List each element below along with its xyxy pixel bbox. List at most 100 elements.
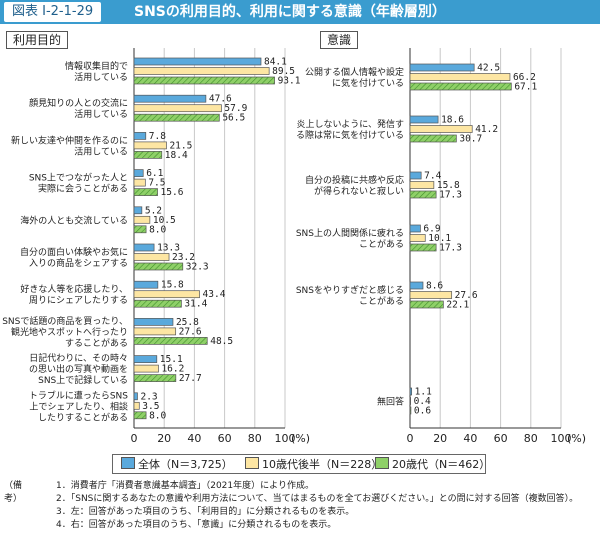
awareness-data-label: 0.4: [414, 396, 431, 407]
awareness-category-label: 自分の投稿に共感や反応: [305, 174, 404, 186]
purpose-category-label: 活用している: [74, 71, 128, 83]
purpose-category-label: したりすることがある: [38, 411, 128, 423]
awareness-bar-twenties: [409, 190, 437, 199]
purpose-bar-twenties: [133, 76, 275, 85]
purpose-category-label: SNSで話題の商品を買ったり、: [2, 315, 128, 327]
purpose-bar-all: [133, 318, 174, 326]
awareness-data-label: 66.2: [513, 72, 536, 83]
purpose-category-label: 入りの商品をシェアする: [29, 257, 128, 269]
bar-charts: 0 20 40 60 80 100(%)情報収集目的で活用している84.189.593.1…: [2, 48, 586, 445]
purpose-data-label: 3.5: [142, 401, 159, 412]
purpose-data-label: 23.2: [172, 252, 195, 263]
awareness-axis-unit: (%): [567, 432, 586, 445]
purpose-bar-teens: [133, 327, 177, 336]
purpose-data-label: 5.2: [145, 205, 162, 216]
purpose-bar-teens: [133, 253, 170, 261]
awareness-tick-label: 60: [494, 432, 508, 445]
purpose-data-label: 8.0: [149, 224, 166, 235]
purpose-data-label: 2.3: [140, 391, 157, 402]
purpose-category-label: 自分の面白い体験やお気に: [20, 246, 128, 258]
purpose-bar-all: [133, 57, 262, 66]
purpose-category-label: トラブルに遭ったらSNS: [29, 389, 128, 401]
purpose-bar-all: [133, 392, 138, 401]
awareness-bar-all: [409, 171, 422, 180]
awareness-data-label: 7.4: [424, 171, 441, 182]
purpose-data-label: 6.1: [146, 168, 163, 179]
awareness-data-label: 22.1: [446, 300, 469, 311]
purpose-bar-teens: [133, 67, 270, 75]
awareness-bar-twenties: [409, 406, 412, 415]
purpose-tick-label: 20: [157, 432, 171, 445]
legend-label: 10歳代後半（N＝228）: [262, 458, 383, 471]
awareness-bar-teens: [409, 125, 473, 133]
purpose-bar-teens: [133, 104, 222, 113]
awareness-tick-label: 80: [524, 432, 538, 445]
purpose-bar-teens: [133, 178, 146, 187]
awareness-bar-all: [409, 224, 421, 233]
purpose-category-label: することがある: [65, 337, 128, 349]
purpose-category-label: 日記代わりに、その時々: [29, 352, 128, 364]
note-item: 1．消費者庁「消費者意識基本調査」（2021年度）により作成。: [56, 481, 314, 491]
purpose-data-label: 13.3: [157, 243, 180, 254]
legend-item-all: 全体（N＝3,725）: [121, 457, 233, 472]
purpose-bar-teens: [133, 364, 159, 373]
awareness-data-label: 17.3: [439, 190, 462, 201]
purpose-bar-all: [133, 169, 144, 177]
awareness-data-label: 6.9: [423, 224, 440, 235]
awareness-bar-twenties: [409, 82, 512, 91]
awareness-data-label: 17.3: [439, 243, 462, 254]
purpose-bar-teens: [133, 141, 167, 150]
purpose-data-label: 32.3: [186, 262, 209, 273]
purpose-data-label: 16.2: [161, 364, 184, 375]
legend-item-twenties: 20歳代（N＝462）: [375, 457, 490, 472]
purpose-bar-all: [133, 355, 158, 363]
purpose-data-label: 18.4: [165, 150, 188, 161]
purpose-tick-label: 40: [187, 432, 201, 445]
awareness-bar-all: [409, 281, 424, 290]
awareness-data-label: 8.6: [426, 281, 443, 292]
awareness-category-label: ことがある: [359, 238, 404, 250]
awareness-bar-all: [409, 115, 439, 124]
purpose-axis-unit: (%): [291, 432, 310, 445]
purpose-data-label: 25.8: [176, 317, 199, 328]
awareness-data-label: 10.1: [428, 233, 451, 244]
purpose-data-label: 15.6: [161, 187, 184, 198]
awareness-data-label: 18.6: [441, 115, 464, 126]
legend-label: 全体（N＝3,725）: [138, 458, 233, 471]
purpose-bar-all: [133, 280, 159, 289]
purpose-data-label: 57.9: [224, 103, 247, 114]
purpose-bar-twenties: [133, 188, 158, 196]
awareness-data-label: 15.8: [437, 180, 460, 191]
legend-swatch-green: [375, 457, 389, 469]
purpose-category-label: 活用している: [74, 145, 128, 157]
purpose-data-label: 27.7: [179, 373, 202, 384]
purpose-data-label: 31.4: [184, 299, 207, 310]
purpose-tick-label: 100: [275, 432, 296, 445]
purpose-data-label: 8.0: [149, 410, 166, 421]
awareness-data-label: 42.5: [477, 63, 500, 74]
note-item: 3．左：回答があった項目のうち、「利用目的」に分類されるものを表示。: [56, 507, 355, 517]
awareness-category-label: 無回答: [377, 396, 404, 408]
awareness-category-label: 公開する個人情報や設定: [305, 66, 404, 78]
purpose-bar-all: [133, 94, 207, 103]
purpose-bar-twenties: [133, 113, 220, 122]
awareness-tick-label: 0: [407, 432, 414, 445]
purpose-category-label: 情報収集目的で: [65, 60, 128, 72]
awareness-category-label: 炎上しないように、発信す: [296, 118, 404, 130]
purpose-bar-twenties: [133, 337, 208, 345]
awareness-category-label: ことがある: [359, 295, 404, 307]
purpose-data-label: 27.6: [179, 326, 202, 337]
purpose-data-label: 15.8: [161, 280, 184, 291]
note-item: 2．「SNSに関するあなたの意識や利用方法について、当てはまるものを全てお選びく…: [56, 494, 579, 504]
awareness-bar-teens: [409, 234, 426, 242]
awareness-bar-teens: [409, 291, 453, 299]
purpose-bar-teens: [133, 401, 140, 410]
purpose-bar-twenties: [133, 151, 163, 159]
purpose-data-label: 84.1: [264, 57, 287, 68]
awareness-data-label: 0.6: [414, 406, 431, 417]
purpose-category-label: 新しい友達や仲間を作るのに: [11, 134, 128, 146]
awareness-category-label: SNS上の人間関係に疲れる: [296, 227, 404, 239]
purpose-data-label: 47.6: [209, 94, 232, 105]
purpose-tick-label: 60: [218, 432, 232, 445]
purpose-data-label: 7.5: [148, 178, 165, 189]
